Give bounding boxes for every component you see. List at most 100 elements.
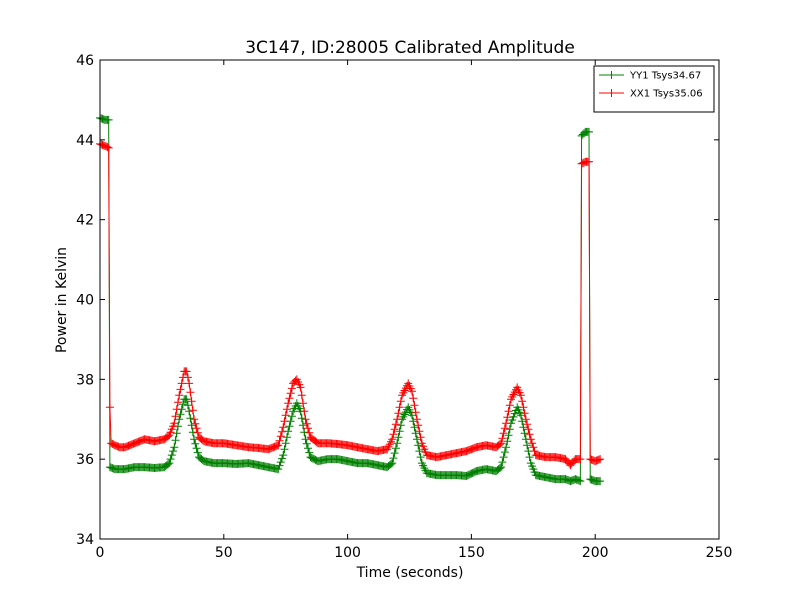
x-tick-label: 0: [96, 545, 105, 561]
legend-label-0: YY1 Tsys34.67: [629, 71, 701, 82]
series-point-0: [187, 421, 196, 430]
series-point-0: [297, 414, 306, 423]
series-point-0: [499, 453, 508, 462]
series-point-0: [164, 460, 173, 469]
series-point-1: [297, 391, 306, 400]
series-point-0: [414, 441, 423, 450]
series-point-0: [500, 448, 509, 457]
series-point-0: [415, 447, 424, 456]
legend-marker-0: [607, 71, 616, 79]
series-point-0: [596, 477, 605, 486]
series-point-1: [505, 401, 514, 410]
series-point-0: [193, 448, 202, 457]
y-tick-label: 36: [76, 452, 94, 468]
series-point-0: [504, 431, 513, 440]
series-point-0: [165, 459, 174, 468]
series-point-1: [186, 388, 195, 397]
series-point-0: [495, 464, 504, 473]
series-point-0: [176, 410, 185, 419]
series-point-1: [188, 406, 197, 415]
series-point-1: [276, 432, 285, 441]
series-point-0: [191, 439, 200, 448]
series-point-0: [523, 441, 532, 450]
series-point-1: [516, 391, 525, 400]
series-point-1: [497, 439, 506, 448]
series-point-1: [503, 413, 512, 422]
series-point-1: [286, 389, 295, 398]
series-point-1: [185, 379, 194, 388]
series-point-1: [187, 397, 196, 406]
series-point-1: [390, 425, 399, 434]
series-point-0: [386, 460, 395, 469]
series-point-0: [503, 437, 512, 446]
series-point-0: [280, 445, 289, 454]
series-point-0: [186, 414, 195, 423]
series-point-1: [296, 383, 305, 392]
series-point-0: [508, 416, 517, 425]
series-point-1: [105, 403, 114, 412]
series-point-1: [277, 427, 286, 436]
series-point-1: [409, 394, 418, 403]
series-point-0: [576, 477, 585, 486]
series-point-1: [287, 384, 296, 393]
x-tick-label: 250: [706, 545, 733, 561]
series-point-0: [276, 458, 285, 467]
series-point-1: [193, 428, 202, 437]
series-point-1: [529, 443, 538, 452]
series-point-0: [167, 451, 176, 460]
series-point-1: [521, 415, 530, 424]
x-tick-label: 50: [215, 545, 233, 561]
series-point-0: [287, 412, 296, 421]
y-tick-label: 46: [76, 53, 94, 69]
x-tick-label: 100: [334, 545, 361, 561]
x-tick-label: 200: [582, 545, 609, 561]
y-tick-label: 34: [76, 532, 94, 548]
series-point-0: [498, 458, 507, 467]
series-point-1: [175, 391, 184, 400]
series-point-1: [523, 420, 532, 429]
series-point-1: [280, 417, 289, 426]
series-point-1: [504, 407, 513, 416]
series-point-1: [173, 398, 182, 407]
series-point-0: [502, 443, 511, 452]
y-tick-label: 42: [76, 213, 94, 229]
series-point-0: [172, 429, 181, 438]
series-point-1: [183, 373, 192, 382]
series-point-0: [185, 407, 194, 416]
series-point-1: [526, 435, 535, 444]
series-point-1: [281, 411, 290, 420]
series-point-0: [305, 448, 314, 457]
series-point-1: [411, 408, 420, 417]
series-point-0: [389, 454, 398, 463]
series-point-0: [410, 423, 419, 432]
series-point-0: [104, 115, 113, 124]
series-point-1: [396, 397, 405, 406]
series-point-1: [524, 425, 533, 434]
series-point-1: [285, 394, 294, 403]
series-point-0: [277, 454, 286, 463]
series-point-1: [191, 419, 200, 428]
series-point-0: [274, 465, 283, 474]
series-point-1: [302, 419, 311, 428]
series-point-1: [395, 403, 404, 412]
series-point-0: [190, 435, 199, 444]
series-point-0: [520, 429, 529, 438]
series-point-0: [518, 417, 527, 426]
series-point-1: [499, 429, 508, 438]
y-tick-label: 40: [76, 293, 94, 309]
series-point-1: [528, 439, 537, 448]
legend-marker-1: [607, 89, 616, 97]
series-point-0: [394, 433, 403, 442]
series-point-1: [407, 387, 416, 396]
series-point-0: [178, 400, 187, 409]
series-point-1: [389, 430, 398, 439]
series-point-0: [510, 409, 519, 418]
series-point-0: [303, 444, 312, 453]
series-point-1: [192, 424, 201, 433]
series-point-0: [390, 449, 399, 458]
series-point-1: [416, 433, 425, 442]
series-point-1: [520, 409, 529, 418]
series-point-0: [166, 455, 175, 464]
series-point-0: [516, 411, 525, 420]
